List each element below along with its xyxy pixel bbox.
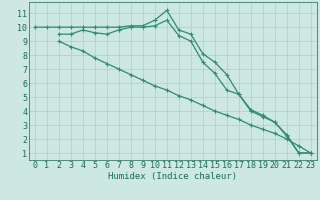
X-axis label: Humidex (Indice chaleur): Humidex (Indice chaleur) — [108, 172, 237, 181]
